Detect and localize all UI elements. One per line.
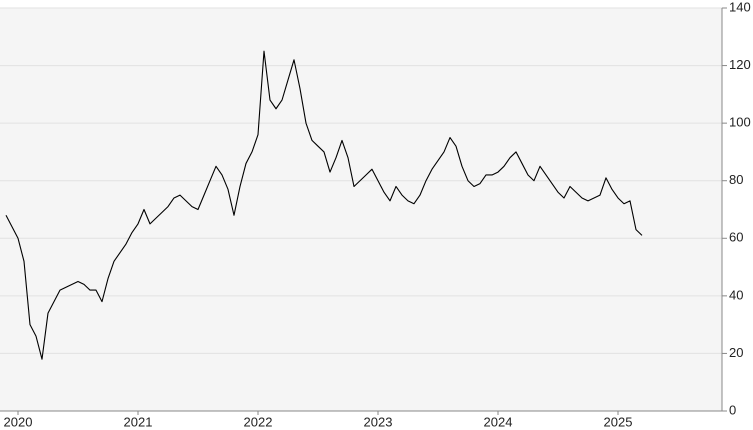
x-tick-label: 2022 xyxy=(244,414,273,429)
plot-area xyxy=(0,8,722,411)
y-tick-label: 60 xyxy=(729,230,743,245)
y-tick-label: 100 xyxy=(729,115,751,130)
y-tick-label: 140 xyxy=(729,0,751,14)
y-tick-label: 0 xyxy=(729,402,736,417)
y-tick-label: 40 xyxy=(729,287,743,302)
y-tick-label: 80 xyxy=(729,172,743,187)
x-tick-label: 2024 xyxy=(484,414,513,429)
x-tick-label: 2025 xyxy=(604,414,633,429)
y-tick-label: 20 xyxy=(729,345,743,360)
price-line xyxy=(5,50,643,360)
x-tick-label: 2021 xyxy=(124,414,153,429)
y-tick-label: 120 xyxy=(729,57,751,72)
x-tick-label: 2020 xyxy=(4,414,33,429)
x-tick-label: 2023 xyxy=(364,414,393,429)
